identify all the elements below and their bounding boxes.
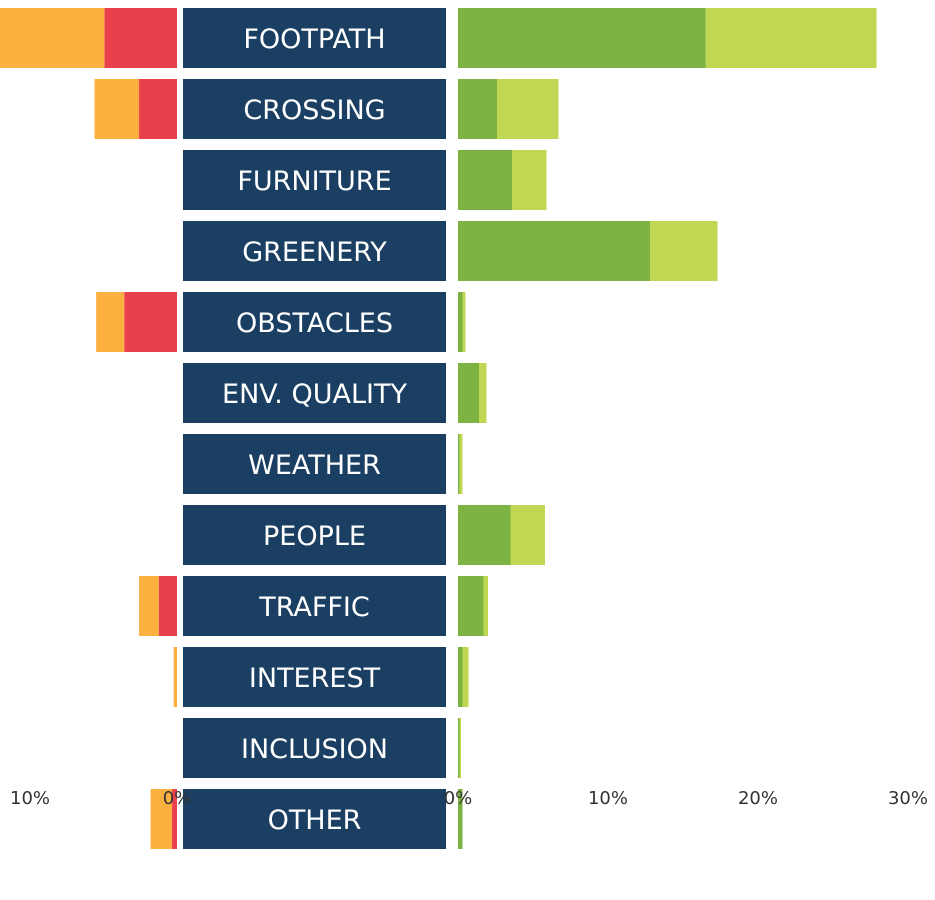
pos-bar-1-9 (462, 647, 469, 707)
neg-bar-0-4 (124, 292, 177, 352)
category-labels: FOOTPATH CROSSING FURNITURE GREENERY OBSTACL… (183, 8, 446, 849)
pos-tick-label-3: 30% (888, 788, 928, 809)
category-label-7: PEOPLE (263, 521, 366, 552)
category-box-11 (183, 789, 446, 849)
category-box-0 (183, 8, 446, 68)
neg-tick-label-1: 0% (163, 788, 192, 809)
pos-bar-0-6 (458, 434, 460, 494)
neg-bar-1-8 (139, 576, 159, 636)
negative-bars (0, 8, 177, 849)
pos-bar-0-2 (458, 150, 512, 210)
neg-bar-0-11 (172, 789, 177, 849)
pos-bar-1-8 (483, 576, 488, 636)
category-box-9 (183, 647, 446, 707)
pos-bar-1-3 (650, 221, 718, 281)
pos-bar-0-9 (458, 647, 463, 707)
category-box-5 (183, 363, 446, 423)
category-box-8 (183, 576, 446, 636)
pos-bar-0-5 (458, 363, 479, 423)
pos-tick-label-1: 10% (588, 788, 628, 809)
neg-tick-label-0: 10% (10, 788, 50, 809)
neg-bar-1-4 (96, 292, 125, 352)
pos-bar-0-10 (458, 718, 460, 778)
pos-bar-1-1 (497, 79, 559, 139)
category-label-6: WEATHER (248, 450, 381, 481)
neg-bar-1-11 (150, 789, 173, 849)
pos-bar-1-6 (459, 434, 463, 494)
pos-bar-0-3 (458, 221, 650, 281)
pos-tick-label-2: 20% (738, 788, 778, 809)
pos-bar-1-2 (512, 150, 547, 210)
category-label-11: OTHER (268, 805, 362, 836)
category-box-6 (183, 434, 446, 494)
category-label-9: INTEREST (249, 663, 381, 694)
neg-bar-1-9 (173, 647, 177, 707)
pos-bar-1-4 (462, 292, 466, 352)
category-box-4 (183, 292, 446, 352)
pos-bar-1-10 (459, 718, 461, 778)
pos-bar-0-4 (458, 292, 463, 352)
category-label-8: TRAFFIC (258, 592, 370, 623)
category-label-4: OBSTACLES (236, 308, 393, 339)
category-box-3 (183, 221, 446, 281)
neg-bar-0-8 (158, 576, 177, 636)
pos-bar-0-7 (458, 505, 511, 565)
neg-bar-0-1 (139, 79, 177, 139)
pos-bar-1-5 (479, 363, 487, 423)
neg-bar-0-0 (104, 8, 177, 68)
category-label-1: CROSSING (243, 95, 385, 126)
pos-bar-0-0 (458, 8, 706, 68)
category-label-5: ENV. QUALITY (222, 379, 407, 410)
category-box-10 (183, 718, 446, 778)
category-label-3: GREENERY (242, 237, 387, 268)
category-box-1 (183, 79, 446, 139)
pos-tick-label-0: 0% (444, 788, 473, 809)
category-box-7 (183, 505, 446, 565)
pos-bar-0-8 (458, 576, 484, 636)
category-label-2: FURNITURE (237, 166, 391, 197)
positive-bars (458, 8, 877, 849)
category-label-0: FOOTPATH (243, 24, 385, 55)
pos-bar-0-11 (458, 789, 463, 849)
category-box-2 (183, 150, 446, 210)
category-label-10: INCLUSION (241, 734, 388, 765)
pos-bar-1-7 (510, 505, 545, 565)
neg-bar-1-1 (94, 79, 140, 139)
axis-tick-labels: 10% 0% 0% 10% 20% 30% (10, 788, 928, 809)
neg-bar-1-0 (0, 8, 105, 68)
pos-bar-1-0 (705, 8, 877, 68)
pos-bar-0-1 (458, 79, 497, 139)
